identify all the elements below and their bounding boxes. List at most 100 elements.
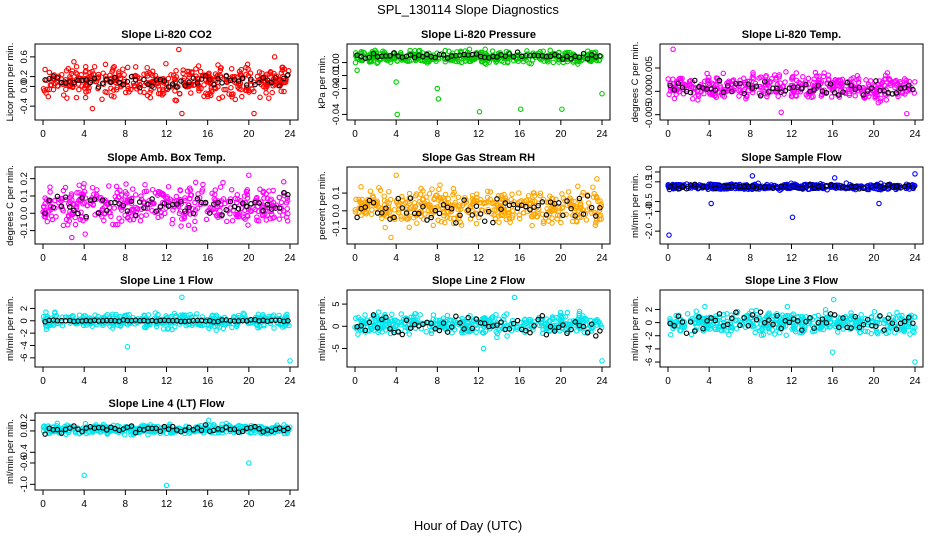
data-point (817, 326, 823, 332)
data-point (528, 60, 534, 67)
data-point (425, 202, 431, 208)
data-point (712, 93, 718, 99)
y-tick-label: 0.2 (19, 70, 30, 83)
mean-point (733, 309, 739, 316)
data-point (376, 317, 383, 323)
outlier-point (876, 200, 882, 207)
data-point (497, 202, 504, 209)
x-tick-label: 8 (748, 376, 754, 387)
data-point (138, 213, 145, 219)
y-tick-label: -0.4 (19, 444, 30, 460)
mean-point (893, 326, 900, 332)
data-point (284, 205, 290, 212)
data-point (257, 94, 263, 101)
data-point (742, 79, 748, 86)
x-tick-label: 4 (393, 129, 399, 140)
mean-point (753, 316, 760, 323)
mean-point (239, 200, 246, 207)
data-point (420, 196, 427, 202)
data-point (554, 216, 560, 222)
mean-point (498, 319, 504, 325)
outlier-point (904, 110, 910, 117)
mean-point (395, 329, 401, 335)
mean-point (178, 78, 184, 84)
data-point (122, 212, 128, 219)
mean-point (584, 193, 591, 199)
data-point (113, 311, 119, 318)
mean-point (161, 200, 168, 207)
mean-point (687, 319, 694, 325)
data-point (373, 49, 380, 55)
data-point (116, 215, 122, 222)
mean-point (856, 84, 863, 91)
mean-point (132, 77, 139, 83)
data-point (815, 312, 821, 319)
data-point (868, 330, 875, 337)
panel-3: Slope Amb. Box Temp.0 4 8 12 16 20 24-0.10.00.… (5, 152, 299, 264)
data-point (444, 312, 451, 319)
outlier-point (594, 176, 600, 182)
y-tick-label: -0.04 (331, 104, 342, 126)
mean-point (729, 88, 735, 95)
data-point (549, 315, 556, 321)
data-point (42, 66, 48, 73)
data-point (497, 322, 504, 329)
mean-point (99, 80, 106, 86)
panel-title: Slope Li-820 Pressure (421, 29, 536, 41)
x-tick-label: 24 (909, 253, 921, 264)
data-point (423, 329, 429, 335)
outlier-point (666, 232, 672, 238)
y-tick-label: 2 (644, 307, 655, 312)
data-point (104, 89, 110, 96)
mean-point (157, 204, 164, 210)
mean-point (560, 322, 566, 328)
data-point (790, 325, 797, 332)
x-tick-label: 12 (161, 253, 173, 264)
outlier-point (69, 234, 75, 241)
x-tick-label: 0 (665, 253, 671, 264)
y-tick-label: 0.00 (331, 53, 342, 72)
mean-point (235, 206, 242, 212)
mean-point (564, 330, 570, 337)
data-point (469, 192, 476, 199)
data-point (506, 215, 513, 222)
data-point (235, 80, 242, 86)
data-point (577, 198, 583, 204)
data-point (837, 315, 844, 321)
x-tick-label: 12 (786, 253, 798, 264)
mean-point (807, 315, 813, 321)
data-point (244, 189, 250, 195)
data-point (777, 80, 783, 86)
mean-point (724, 321, 731, 328)
data-point (281, 192, 287, 199)
data-point (269, 89, 275, 96)
mean-point (281, 190, 287, 196)
data-point (422, 211, 428, 217)
data-point (117, 80, 123, 87)
mean-point (202, 73, 209, 79)
mean-point (576, 195, 583, 202)
x-tick-label: 0 (352, 129, 358, 140)
y-tick-label: -0.5 (644, 193, 655, 209)
y-tick-label: -2.0 (644, 223, 655, 239)
data-point (232, 96, 239, 103)
data-point (377, 187, 384, 194)
y-tick-label: -6 (644, 358, 655, 366)
mean-point (42, 210, 48, 217)
y-tick-label: 2 (19, 306, 30, 311)
data-point (459, 202, 466, 209)
data-point (43, 309, 49, 315)
mean-point (132, 212, 139, 218)
data-point (63, 314, 69, 320)
data-point (414, 317, 421, 323)
x-tick-label: 0 (665, 376, 671, 387)
data-point (83, 89, 89, 95)
mean-point (161, 78, 168, 84)
data-point (412, 310, 419, 317)
data-point (266, 95, 272, 101)
x-tick-label: 12 (473, 129, 485, 140)
